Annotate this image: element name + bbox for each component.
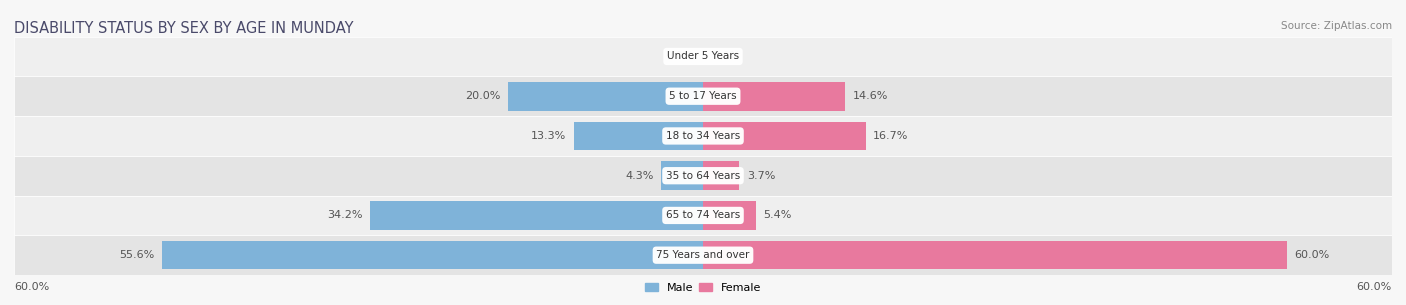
Bar: [509, 82, 703, 110]
Bar: [370, 201, 703, 230]
Text: 75 Years and over: 75 Years and over: [657, 250, 749, 260]
Text: 13.3%: 13.3%: [530, 131, 565, 141]
Text: 18 to 34 Years: 18 to 34 Years: [666, 131, 740, 141]
Text: Source: ZipAtlas.com: Source: ZipAtlas.com: [1281, 21, 1392, 31]
Text: 34.2%: 34.2%: [328, 210, 363, 221]
Text: 0.0%: 0.0%: [713, 52, 741, 62]
Bar: [162, 241, 703, 270]
Text: 5.4%: 5.4%: [763, 210, 792, 221]
Bar: [14, 196, 1392, 235]
Text: 16.7%: 16.7%: [873, 131, 908, 141]
Text: 5 to 17 Years: 5 to 17 Years: [669, 91, 737, 101]
Text: 65 to 74 Years: 65 to 74 Years: [666, 210, 740, 221]
Text: 60.0%: 60.0%: [1357, 282, 1392, 292]
Bar: [14, 235, 1392, 275]
Bar: [14, 76, 1392, 116]
Bar: [703, 161, 740, 190]
Text: Under 5 Years: Under 5 Years: [666, 52, 740, 62]
Bar: [574, 122, 703, 150]
Text: 0.0%: 0.0%: [665, 52, 693, 62]
Bar: [703, 82, 845, 110]
Bar: [661, 161, 703, 190]
Text: 55.6%: 55.6%: [120, 250, 155, 260]
Text: DISABILITY STATUS BY SEX BY AGE IN MUNDAY: DISABILITY STATUS BY SEX BY AGE IN MUNDA…: [14, 21, 353, 36]
Bar: [703, 241, 1286, 270]
Bar: [14, 116, 1392, 156]
Legend: Male, Female: Male, Female: [640, 278, 766, 297]
Bar: [14, 156, 1392, 196]
Text: 60.0%: 60.0%: [1295, 250, 1330, 260]
Bar: [14, 37, 1392, 76]
Bar: [703, 122, 866, 150]
Text: 60.0%: 60.0%: [14, 282, 49, 292]
Text: 20.0%: 20.0%: [465, 91, 501, 101]
Bar: [703, 201, 755, 230]
Text: 4.3%: 4.3%: [626, 171, 654, 181]
Text: 3.7%: 3.7%: [747, 171, 775, 181]
Text: 14.6%: 14.6%: [853, 91, 889, 101]
Text: 35 to 64 Years: 35 to 64 Years: [666, 171, 740, 181]
